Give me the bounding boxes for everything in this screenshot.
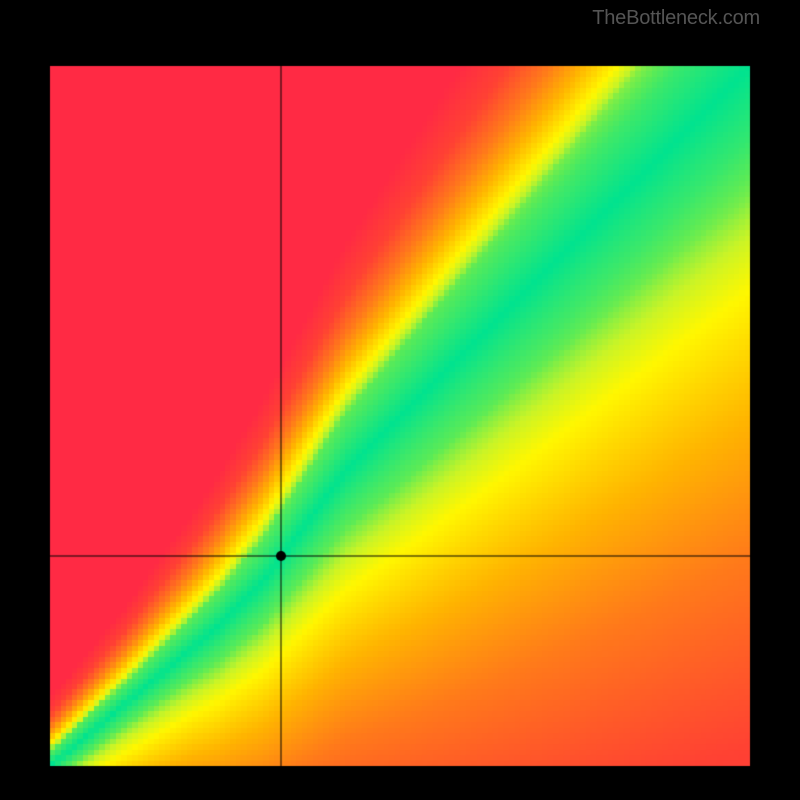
heatmap-canvas: [20, 36, 780, 796]
watermark-text: TheBottleneck.com: [592, 7, 760, 30]
heatmap-plot: [20, 36, 780, 796]
header: TheBottleneck.com: [0, 0, 800, 36]
